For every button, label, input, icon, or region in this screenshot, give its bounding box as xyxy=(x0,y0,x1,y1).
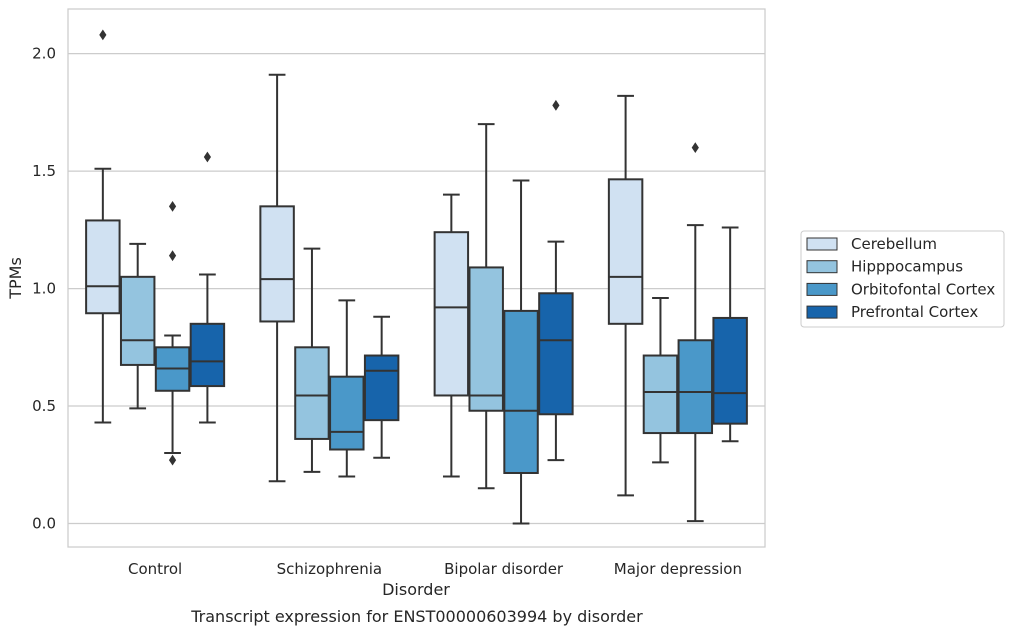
box xyxy=(259,205,295,323)
box xyxy=(329,375,365,451)
x-tick-label: Major depression xyxy=(614,560,742,578)
chart-caption: Transcript expression for ENST0000060399… xyxy=(190,607,643,626)
legend-label: Cerebellum xyxy=(851,235,937,253)
outlier-point xyxy=(99,29,107,41)
plot-frame xyxy=(67,8,766,548)
outlier-point xyxy=(691,142,699,154)
y-tick-labels: 0.0 0.5 1.0 1.5 2.0 xyxy=(32,45,56,533)
box xyxy=(433,231,470,397)
outlier-point xyxy=(168,200,177,212)
box xyxy=(119,275,156,366)
legend-swatch xyxy=(806,260,838,274)
box xyxy=(607,178,644,325)
legend-label: Hipppocampus xyxy=(851,258,963,276)
box-series xyxy=(85,29,748,525)
box xyxy=(677,339,714,435)
box-group xyxy=(154,200,191,466)
legend-swatch xyxy=(806,237,838,251)
box xyxy=(189,322,226,388)
box-group xyxy=(85,29,121,424)
box-group xyxy=(119,242,156,410)
outlier-point xyxy=(203,151,211,163)
box-group xyxy=(468,123,504,490)
box-group xyxy=(642,296,679,464)
box xyxy=(468,266,504,412)
outlier-point xyxy=(552,99,560,111)
x-tick-labels: Control Schizophrenia Bipolar disorder Majo… xyxy=(128,560,742,578)
box-group xyxy=(503,179,539,525)
y-tick-label: 0.0 xyxy=(32,515,56,533)
y-tick-label: 1.5 xyxy=(32,162,56,180)
box-group xyxy=(607,94,644,497)
box-group xyxy=(189,151,226,424)
box xyxy=(642,354,679,435)
x-tick-label: Schizophrenia xyxy=(277,560,382,578)
box-group xyxy=(329,299,365,478)
legend-frame xyxy=(800,230,1005,328)
box xyxy=(538,292,574,416)
box-group xyxy=(363,315,400,459)
box xyxy=(363,354,400,422)
legend-label: Prefrontal Cortex xyxy=(851,303,978,321)
y-axis-title: TPMs xyxy=(6,257,25,300)
box-group xyxy=(712,226,748,443)
box-group xyxy=(259,73,295,483)
y-tick-label: 0.5 xyxy=(32,397,56,415)
y-tick-label: 2.0 xyxy=(32,45,56,63)
box xyxy=(712,316,748,425)
outlier-point xyxy=(168,250,177,262)
box xyxy=(294,346,330,440)
box xyxy=(85,219,121,315)
box-group xyxy=(433,193,470,478)
box-group xyxy=(294,247,330,473)
y-tick-label: 1.0 xyxy=(32,280,56,298)
legend-label: Orbitofontal Cortex xyxy=(851,280,995,298)
legend-swatch xyxy=(806,305,838,319)
legend: Cerebellum Hipppocampus Orbitofontal Corte… xyxy=(800,230,1005,328)
x-tick-label: Control xyxy=(128,560,182,578)
box xyxy=(503,309,539,474)
box-group xyxy=(538,99,574,462)
x-axis-title: Disorder xyxy=(382,580,450,599)
box-group xyxy=(677,142,714,523)
legend-swatch xyxy=(806,282,838,296)
outlier-point xyxy=(168,454,177,466)
x-tick-label: Bipolar disorder xyxy=(444,560,564,578)
